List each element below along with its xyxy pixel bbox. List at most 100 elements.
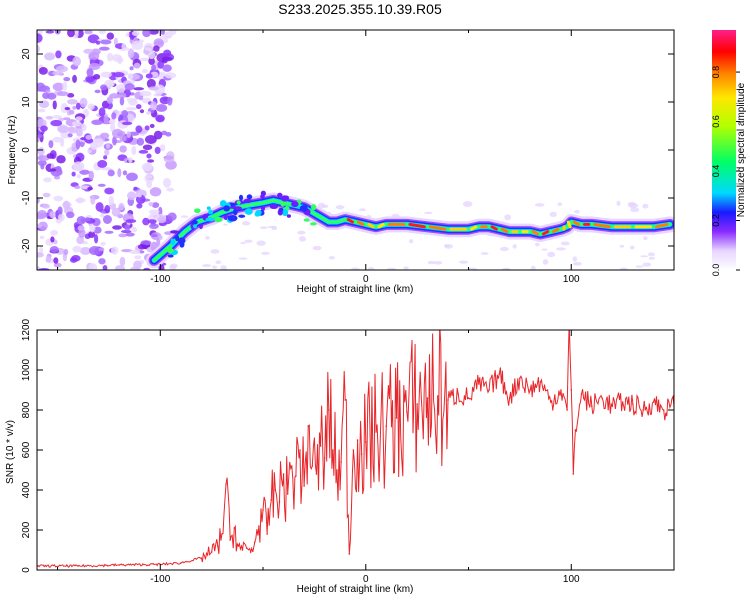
noise-blob [105,143,111,149]
noise-blob [386,267,397,270]
ridge-fragment [310,204,317,211]
noise-blob [100,71,112,78]
snr-y-tick-label: 200 [21,521,32,538]
ridge-peak [377,222,385,229]
snr-point [233,527,236,529]
spectrogram-y-tick-label: 10 [21,96,32,108]
noise-blob [57,206,63,215]
noise-blob [87,34,100,44]
noise-blob [37,133,43,139]
noise-blob [100,39,112,45]
noise-blob [38,221,48,231]
noise-blob [104,149,110,156]
noise-blob [49,211,56,219]
snr-point [229,539,231,541]
noise-blob [259,226,268,230]
noise-blob [134,255,142,260]
noise-blob [159,35,171,40]
snr-point [118,564,120,566]
noise-blob [148,86,160,91]
snr-point [436,395,439,397]
snr-point [274,489,277,491]
noise-blob [106,32,115,40]
snr-point [508,397,511,399]
noise-blob [88,231,96,239]
noise-blob [46,153,55,159]
snr-point [406,411,408,413]
noise-blob [127,48,135,59]
snr-point [529,389,531,391]
noise-blob [155,104,168,112]
noise-blob [328,256,335,260]
noise-blob [574,209,580,214]
noise-blob [619,267,628,270]
ridge-fragment [214,216,223,223]
snr-point [307,425,310,427]
noise-blob [144,125,150,131]
noise-blob [530,265,536,270]
noise-blob [37,33,43,43]
noise-blob [240,242,246,245]
noise-blob [98,30,106,35]
noise-blob [121,43,126,51]
ridge-fragment [223,205,231,212]
noise-blob [158,235,163,241]
noise-blob [44,52,56,61]
noise-blob [87,186,93,191]
noise-blob [104,187,115,195]
noise-blob [541,248,548,251]
noise-blob [37,30,44,35]
noise-blob [151,202,160,208]
noise-blob [72,161,85,172]
noise-blob [52,71,64,76]
snr-point [395,417,398,419]
noise-blob [298,236,306,242]
noise-blob [162,64,172,72]
noise-blob [38,267,50,270]
snr-point [332,449,334,451]
noise-blob [133,62,141,69]
ridge-fragment [286,214,292,218]
snr-point [574,429,577,431]
noise-blob [98,258,106,265]
noise-blob [121,121,133,126]
spectrogram-y-tick-label: 0 [21,147,32,153]
noise-blob [52,100,57,110]
noise-blob [112,225,122,230]
noise-blob [118,233,128,238]
noise-blob [642,262,652,267]
ridge-peak [357,220,365,226]
noise-blob [148,201,154,207]
ridge-fragment [280,195,289,202]
noise-blob [119,135,127,142]
snr-y-tick-label: 800 [21,401,32,418]
noise-blob [42,192,51,198]
ridge-peak [346,218,354,224]
noise-blob [97,160,108,168]
snr-point [217,545,219,547]
noise-blob [256,240,266,246]
noise-blob [79,169,90,175]
noise-blob [146,175,153,179]
ridge-peak [566,220,572,229]
noise-blob [39,235,45,240]
snr-point [632,403,634,405]
ridge-fragment [255,209,262,216]
noise-blob [72,74,77,83]
noise-blob [480,252,489,255]
snr-y-tick-label: 600 [21,441,32,458]
noise-blob [640,255,648,258]
snr-point [278,501,281,503]
noise-blob [66,211,75,219]
snr-point [549,401,552,403]
noise-blob [56,155,66,164]
noise-blob [159,144,166,152]
noise-blob [127,73,134,80]
spectrogram-x-axis-label: Height of straight line (km) [297,284,414,295]
noise-blob [92,73,101,80]
noise-blob [67,93,75,98]
snr-point [570,389,573,391]
snr-point [258,525,260,527]
noise-blob [88,62,101,71]
